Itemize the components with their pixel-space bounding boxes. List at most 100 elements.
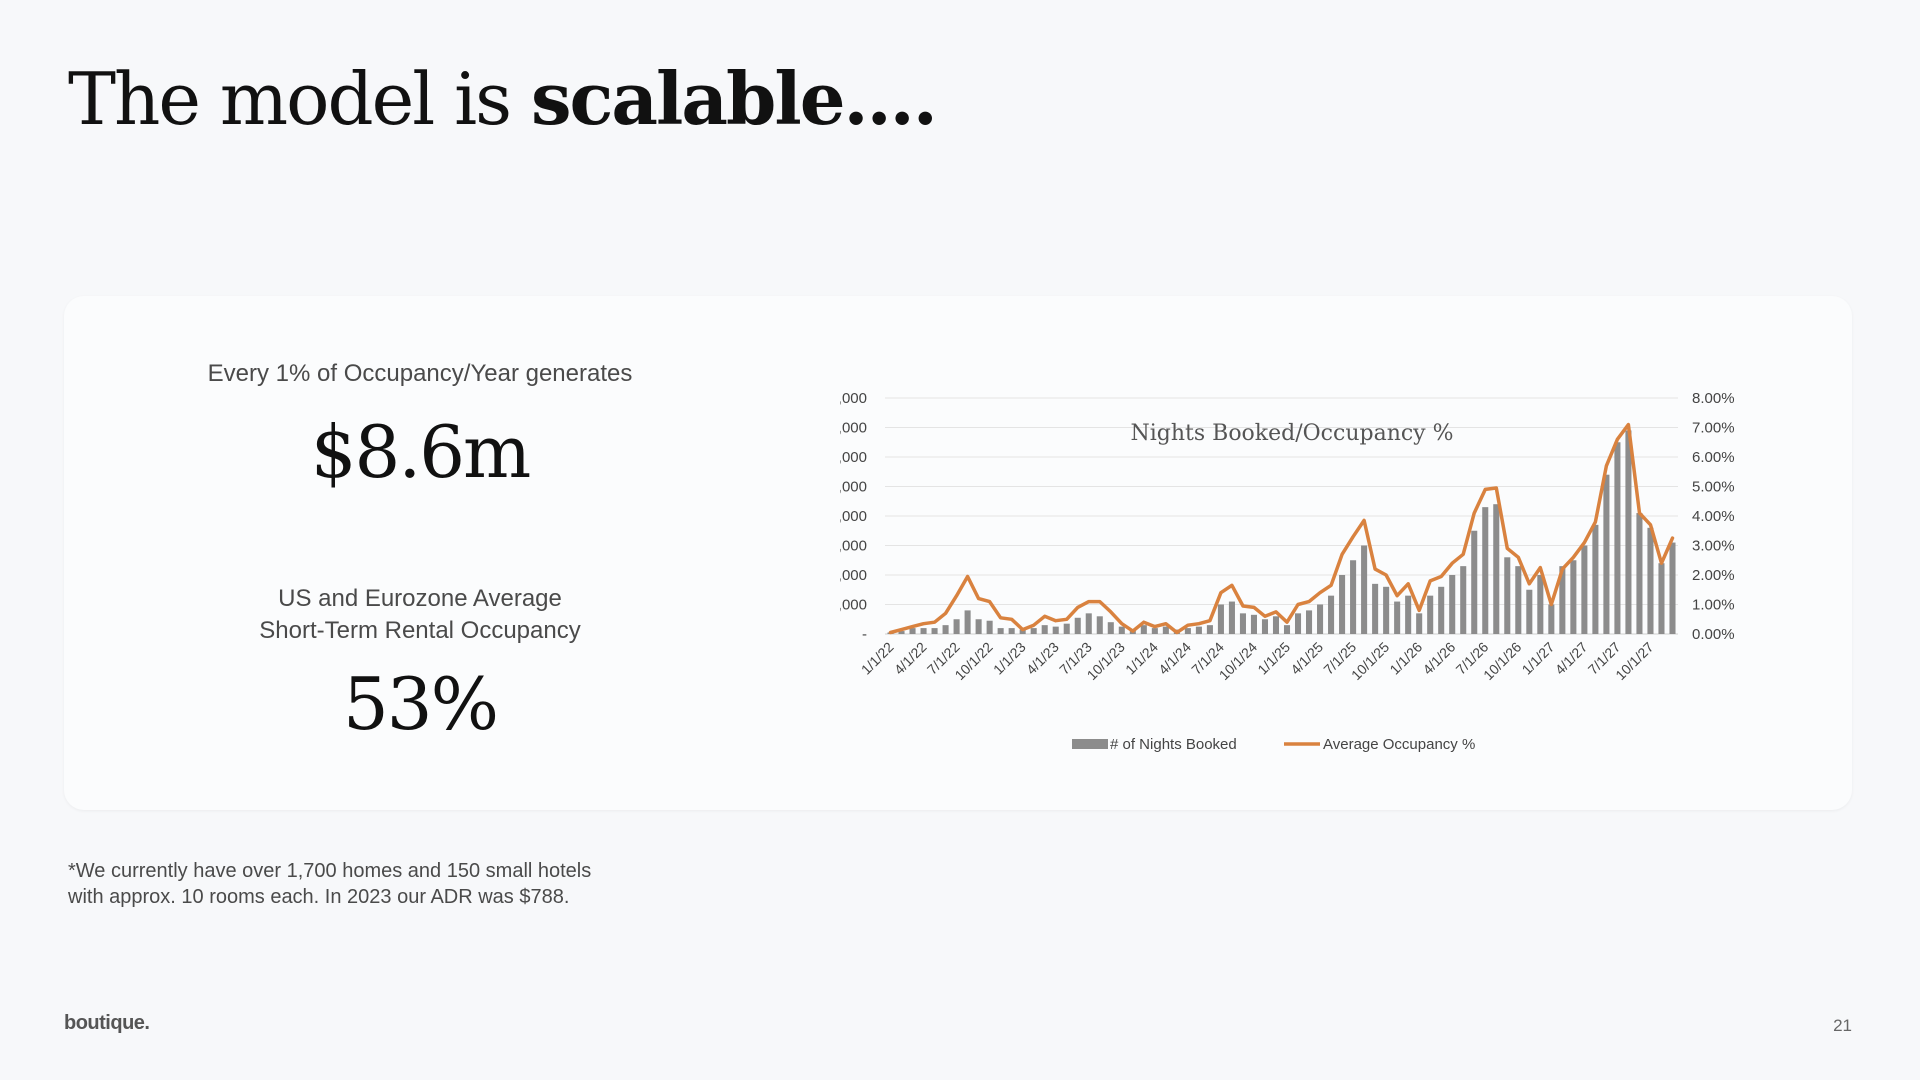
bar bbox=[1030, 628, 1037, 634]
x-tick-label: 1/1/22 bbox=[858, 639, 897, 678]
y-tick-label: 6,000 bbox=[840, 449, 867, 466]
bar bbox=[1283, 625, 1291, 634]
bar bbox=[1019, 629, 1026, 634]
x-tick-label: 1/1/25 bbox=[1254, 639, 1293, 678]
bar bbox=[964, 610, 971, 634]
chart-gridlines bbox=[885, 397, 1678, 635]
stat2-value: 53% bbox=[342, 662, 499, 746]
bar bbox=[1206, 625, 1213, 634]
y-axis-left: - 1,000 2,000 3,000 4,000 5,000 6,000 7,000 8,00… bbox=[840, 390, 867, 643]
bar bbox=[1184, 628, 1191, 634]
bar bbox=[1063, 623, 1070, 634]
y2-tick-label: 0.00% bbox=[1692, 626, 1735, 643]
line-series bbox=[888, 422, 1675, 635]
bar bbox=[953, 619, 960, 634]
y-tick-label: 5,000 bbox=[840, 479, 867, 496]
footnote-line1: *We currently have over 1,700 homes and … bbox=[68, 860, 592, 882]
stat1-value: $8.6m bbox=[310, 410, 532, 494]
bar bbox=[898, 631, 905, 634]
bar bbox=[1195, 626, 1202, 634]
bar bbox=[1658, 563, 1665, 634]
y2-tick-label: 1.00% bbox=[1692, 597, 1735, 614]
bar bbox=[1482, 507, 1489, 634]
title-bold: scalable.... bbox=[531, 56, 938, 141]
bar bbox=[1272, 616, 1280, 634]
y-tick-label: 4,000 bbox=[840, 508, 867, 525]
chart-legend: # of Nights Booked Average Occupancy % bbox=[1072, 736, 1475, 753]
bar bbox=[1052, 626, 1059, 634]
bar bbox=[1614, 442, 1621, 634]
bar bbox=[1328, 595, 1335, 634]
bar bbox=[1636, 513, 1643, 634]
bar bbox=[986, 620, 993, 634]
x-tick-label: 4/1/26 bbox=[1419, 639, 1458, 678]
nights-occupancy-chart: - 1,000 2,000 3,000 4,000 5,000 6,000 7,000 8,00… bbox=[840, 390, 1735, 753]
y2-tick-label: 7.00% bbox=[1692, 420, 1735, 437]
bar bbox=[1669, 542, 1676, 634]
x-tick-label: 1/1/26 bbox=[1386, 639, 1425, 678]
y2-tick-label: 4.00% bbox=[1692, 508, 1735, 525]
x-tick-label: 1/1/27 bbox=[1519, 639, 1558, 678]
bar bbox=[1394, 601, 1401, 634]
bar bbox=[997, 628, 1004, 634]
x-tick-label: 10/1/23 bbox=[1084, 639, 1128, 683]
x-tick-label: 10/1/25 bbox=[1348, 639, 1392, 683]
bar bbox=[1372, 583, 1379, 634]
bar bbox=[1405, 595, 1412, 634]
y-tick-label: 3,000 bbox=[840, 538, 867, 555]
bar bbox=[1107, 622, 1114, 634]
bar bbox=[1416, 613, 1423, 634]
bar bbox=[1570, 560, 1577, 634]
y-axis-right: 0.00% 1.00% 2.00% 3.00% 4.00% 5.00% 6.00% 7.00%… bbox=[1692, 390, 1735, 643]
bar bbox=[1526, 589, 1533, 634]
legend-line-label: Average Occupancy % bbox=[1323, 736, 1475, 753]
x-tick-label: 10/1/22 bbox=[951, 639, 995, 683]
bar bbox=[1294, 613, 1302, 634]
bar bbox=[1438, 586, 1445, 634]
bar bbox=[1647, 527, 1654, 634]
bar bbox=[909, 628, 916, 634]
bar bbox=[1504, 557, 1511, 634]
bar bbox=[1548, 604, 1555, 634]
occupancy-line bbox=[888, 422, 1675, 635]
bar bbox=[1350, 560, 1357, 634]
stat2-label-line1: US and Eurozone Average bbox=[278, 585, 562, 612]
bar bbox=[975, 619, 982, 634]
page-number: 21 bbox=[1833, 1016, 1852, 1035]
x-tick-label: 10/1/24 bbox=[1216, 639, 1260, 683]
bar bbox=[931, 628, 938, 634]
bar bbox=[1537, 575, 1544, 634]
x-tick-label: 10/1/26 bbox=[1480, 639, 1524, 683]
x-tick-label: 10/1/27 bbox=[1612, 639, 1656, 683]
bar bbox=[1118, 626, 1125, 634]
y-tick-label: - bbox=[862, 626, 867, 643]
bar bbox=[1460, 566, 1467, 634]
x-tick-label: 4/1/25 bbox=[1287, 639, 1326, 678]
bar bbox=[1250, 614, 1257, 634]
x-axis: 1/1/224/1/227/1/2210/1/221/1/234/1/237/1… bbox=[858, 639, 1657, 683]
bar bbox=[1361, 545, 1368, 634]
bar bbox=[1162, 626, 1169, 634]
bar bbox=[1339, 575, 1346, 634]
x-tick-label: 1/1/24 bbox=[1122, 639, 1161, 678]
legend-bar-swatch bbox=[1072, 739, 1108, 749]
bar bbox=[1515, 566, 1522, 634]
x-tick-label: 1/1/23 bbox=[990, 639, 1029, 678]
footnote: *We currently have over 1,700 homes and … bbox=[68, 858, 768, 910]
bar bbox=[1625, 430, 1632, 634]
bar bbox=[1217, 604, 1224, 634]
y-tick-label: 2,000 bbox=[840, 567, 867, 584]
bar bbox=[1041, 625, 1048, 634]
footnote-line2: with approx. 10 rooms each. In 2023 our … bbox=[68, 886, 570, 908]
brand-logo: boutique. bbox=[64, 1012, 150, 1034]
bar bbox=[1096, 616, 1103, 634]
bar bbox=[1074, 617, 1081, 634]
bar bbox=[1493, 504, 1500, 634]
bar bbox=[1239, 613, 1246, 634]
content-card bbox=[64, 296, 1852, 810]
stat1-label: Every 1% of Occupancy/Year generates bbox=[207, 360, 633, 387]
title-normal: The model is bbox=[68, 57, 531, 141]
stat2-label-line2: Short-Term Rental Occupancy bbox=[259, 617, 581, 644]
bar bbox=[1559, 566, 1566, 634]
bar bbox=[1427, 595, 1434, 634]
